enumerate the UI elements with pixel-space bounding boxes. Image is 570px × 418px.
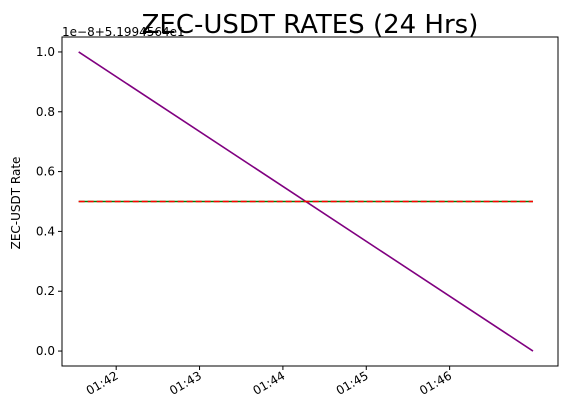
x-tick-label: 01:44 (250, 368, 287, 397)
plot-frame (61, 36, 559, 367)
y-tick-label: 0.6 (36, 165, 55, 179)
y-tick-label: 0.4 (36, 224, 55, 238)
chart-title: ZEC-USDT RATES (24 Hrs) (142, 10, 479, 40)
x-tick-label: 01:43 (167, 368, 204, 397)
x-tick-label: 01:42 (84, 368, 121, 397)
y-axis: 0.0 0.2 0.4 0.6 0.8 1.0 (36, 45, 62, 358)
series-layer (78, 51, 534, 352)
x-tick-label: 01:45 (334, 368, 371, 397)
y-tick-label: 0.2 (36, 284, 55, 298)
x-tick-label: 01:46 (417, 368, 454, 397)
y-axis-offset-label: 1e−8+5.1994564e1 (62, 25, 185, 39)
y-tick-label: 1.0 (36, 45, 55, 59)
y-tick-label: 0.0 (36, 344, 55, 358)
y-axis-label: ZEC-USDT Rate (9, 157, 23, 250)
x-axis: 01:42 01:43 01:44 01:45 01:46 (84, 366, 454, 398)
y-tick-label: 0.8 (36, 105, 55, 119)
